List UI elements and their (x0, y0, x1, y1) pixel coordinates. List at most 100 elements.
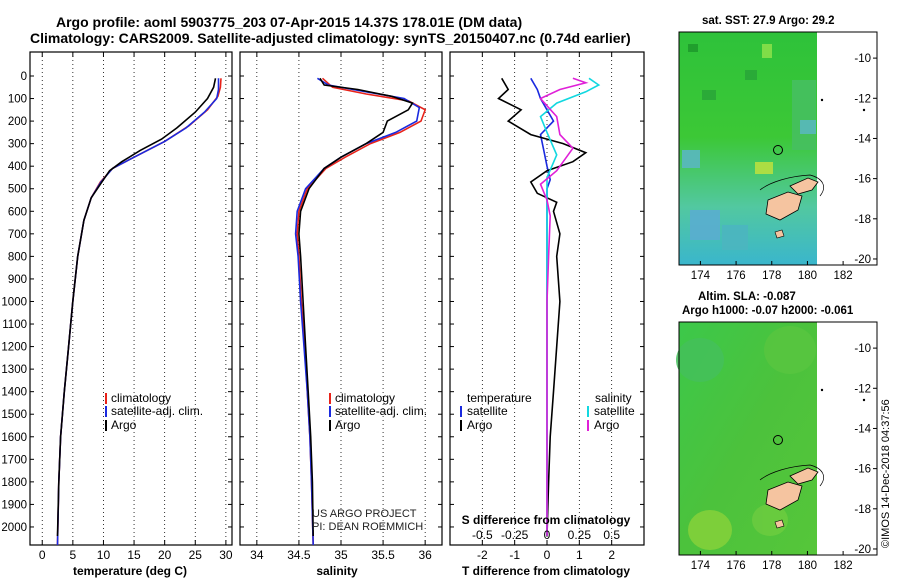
difference-legend: temperature salinity satellite Argo sate… (460, 391, 635, 432)
salinity-xlabel: salinity (316, 564, 358, 578)
depth-tick-label: 1200 (1, 342, 27, 354)
x-tick-label: 0 (544, 548, 551, 562)
temperature-panel: 0 5 10 15 20 25 30 temperature (deg C) climato… (29, 51, 233, 578)
temperature-legend: climatology satellite-adj. clim. Argo (105, 391, 203, 432)
reef-contour (759, 174, 824, 197)
depth-tick-label: 800 (8, 251, 27, 263)
depth-tick-label: 400 (8, 161, 27, 173)
sla-map-title-line1: Altim. SLA: -0.087 (698, 291, 796, 303)
x-tick-label: 1 (576, 548, 583, 562)
sst-patch (755, 162, 773, 174)
series-line-climatology (296, 77, 427, 546)
series-line-satellite-adj-clim- (294, 77, 421, 546)
lat-tick-label: -20 (854, 544, 871, 556)
fiji-viti-levu-shape (765, 481, 803, 511)
depth-tick-label: 700 (8, 229, 27, 241)
series-line-satellite-adj-clim- (56, 78, 220, 546)
salinity-xticks: 34 34.5 35 35.5 36 (240, 52, 442, 562)
lat-tick-label: -18 (854, 504, 871, 516)
profile-marker (773, 145, 783, 155)
salinity-grid (256, 52, 426, 545)
difference-xlabel: T difference from climatology (462, 564, 630, 578)
x-tick-label: 20 (158, 548, 172, 562)
legend-satellite-label: satellite-adj. clim. (335, 404, 427, 418)
sla-patch (764, 326, 816, 374)
x-tick-label: 25 (189, 548, 203, 562)
sst-map-title: sat. SST: 27.9 Argo: 29.2 (702, 15, 835, 27)
salinity-lines (294, 77, 427, 546)
x-tick-label: -2 (477, 548, 488, 562)
island-dot (862, 398, 866, 402)
legend-climatology-label: climatology (111, 391, 171, 405)
lat-tick-label: -16 (854, 464, 871, 476)
lon-tick-label: 176 (726, 270, 745, 282)
island-shape (774, 229, 785, 239)
x-tick-label: 10 (97, 548, 111, 562)
series-line-climatology (56, 78, 222, 546)
x-tick-label: 36 (418, 548, 432, 562)
sla-patches (676, 326, 816, 550)
depth-tick-label: 100 (8, 94, 27, 106)
series-line-argo (56, 78, 217, 537)
depth-tick-label: 1100 (2, 319, 27, 331)
fiji-vanua-levu-shape (789, 467, 819, 485)
lon-tick-label: 182 (834, 270, 853, 282)
x-tick-label: 2 (608, 548, 615, 562)
depth-tick-label: 1700 (1, 454, 27, 466)
salinity-panel: 34 34.5 35 35.5 36 salinity climatology sate… (239, 51, 443, 578)
sla-patch (752, 504, 788, 536)
profile-marker (773, 435, 783, 445)
depth-tick-label: 1400 (1, 387, 27, 399)
legend-t-argo-label: Argo (467, 418, 493, 432)
sst-map: 174 176 178 180 182 -10 -12 -14 -16 -18 -20 (678, 31, 878, 282)
sla-islands (759, 388, 866, 529)
legend-satellite-label: satellite-adj. clim. (111, 404, 203, 418)
lat-tick-label: -10 (854, 343, 871, 355)
legend-s-argo-label: Argo (594, 418, 620, 432)
difference-lines (497, 77, 601, 537)
lon-tick-label: 180 (798, 560, 817, 572)
fiji-vanua-levu-shape (789, 177, 819, 195)
island-dot (820, 388, 824, 392)
series-line-temperature-argo (497, 77, 588, 537)
x-tick-label: 0 (39, 548, 46, 562)
temperature-xticks: 0 5 10 15 20 25 30 (30, 52, 233, 562)
sst-patch (762, 44, 772, 58)
sst-patch (690, 210, 720, 240)
sst-map-frame (678, 31, 878, 266)
lat-tick-label: -10 (854, 53, 871, 65)
legend-climatology-label: climatology (335, 391, 395, 405)
chart-title-line2: Climatology: CARS2009. Satellite-adjuste… (30, 30, 631, 46)
x-tick-label: 30 (219, 548, 233, 562)
depth-tick-label: 2000 (1, 522, 27, 534)
sst-patch (745, 70, 757, 80)
salinity-legend: climatology satellite-adj. clim. Argo (329, 391, 427, 432)
series-line-temperature-satellite (530, 77, 555, 536)
x-tick-label: -1 (509, 548, 520, 562)
legend-salinity-title: salinity (595, 391, 632, 405)
sla-patch (688, 510, 732, 550)
s-tick-label: 0.5 (603, 528, 620, 542)
difference-xticks: -2 -1 0 1 2 (450, 52, 644, 562)
lat-tick-label: -20 (854, 254, 871, 266)
lon-tick-label: 178 (762, 560, 781, 572)
lat-tick-label: -14 (854, 133, 871, 145)
x-tick-label: 15 (127, 548, 141, 562)
chart-title-line1: Argo profile: aoml 5903775_203 07-Apr-20… (56, 14, 523, 30)
series-line-salinity-argo (539, 77, 589, 536)
sst-patch (800, 120, 816, 134)
lat-tick-label: -12 (854, 93, 871, 105)
depth-tick-label: 1000 (1, 296, 27, 308)
sla-patch (676, 338, 724, 382)
depth-tick-label: 1500 (1, 409, 27, 421)
s-tick-label: -0.25 (501, 528, 529, 542)
legend-temperature-title: temperature (467, 391, 532, 405)
sst-patch (792, 80, 816, 150)
legend-t-satellite-label: satellite (467, 404, 508, 418)
depth-tick-label: 1600 (1, 432, 27, 444)
reef-contour (759, 464, 824, 487)
depth-tick-label: 300 (8, 139, 27, 151)
depth-tick-label: 1900 (1, 499, 27, 511)
lat-tick-label: -14 (854, 423, 871, 435)
